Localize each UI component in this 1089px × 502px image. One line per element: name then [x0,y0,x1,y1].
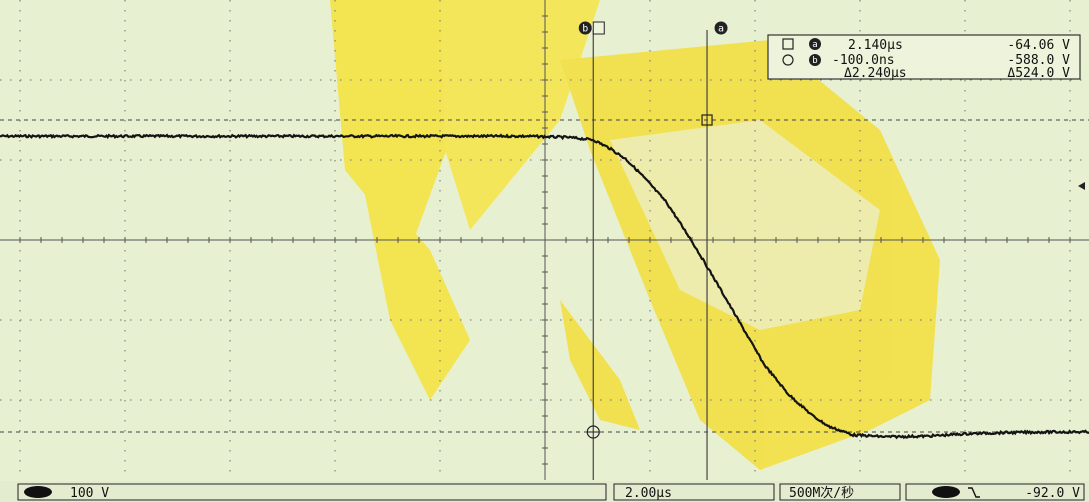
cursor-a-volts: -64.06 V [1007,38,1070,53]
reference-level-arrow-icon [1078,182,1085,190]
cursor-delta-time: Δ2.240µs [844,66,907,81]
channel-1-icon [24,486,52,498]
cursor-lines [0,30,1089,480]
trigger-level: -92.0 V [1025,486,1080,501]
cursor-a-badge [809,38,821,50]
status-bar: 100 V 2.00µs 500M次/秒 -92.0 V [0,481,1089,502]
cursor-a-time: 2.140µs [848,38,903,53]
cursor-readout: a 2.140µs -64.06 V b -100.0ns -588.0 V Δ… [767,34,1081,81]
cursor-t-icon [592,21,605,35]
falling-edge-icon [968,487,980,498]
cursor-b-badge [809,54,821,66]
time-scale: 2.00µs [625,486,672,501]
cursor-b-time: -100.0ns [832,53,895,68]
square-cursor-icon [782,38,794,50]
trigger-channel-icon [932,486,960,498]
cursor-delta-volts: Δ524.0 V [1007,66,1070,81]
waveform-trace [0,133,1089,440]
cursor-a-badge-label: a [812,40,817,50]
circle-cursor-icon [782,54,794,66]
cursor-b-top-badge-circle [578,21,592,35]
channel-scale: 100 V [70,486,109,501]
sample-rate: 500M次/秒 [789,485,854,501]
cursor-a-top-badge-label: a [718,24,724,35]
cursor-b-volts: -588.0 V [1007,53,1070,68]
watermark-logo [330,0,940,470]
cursor-b-badge-label: b [812,56,817,66]
cursor-a-square-marker [701,114,713,126]
cursor-a-top-badge-circle [714,21,728,35]
graticule [0,0,1089,480]
cursor-b-top-badge-label: b [582,24,588,35]
